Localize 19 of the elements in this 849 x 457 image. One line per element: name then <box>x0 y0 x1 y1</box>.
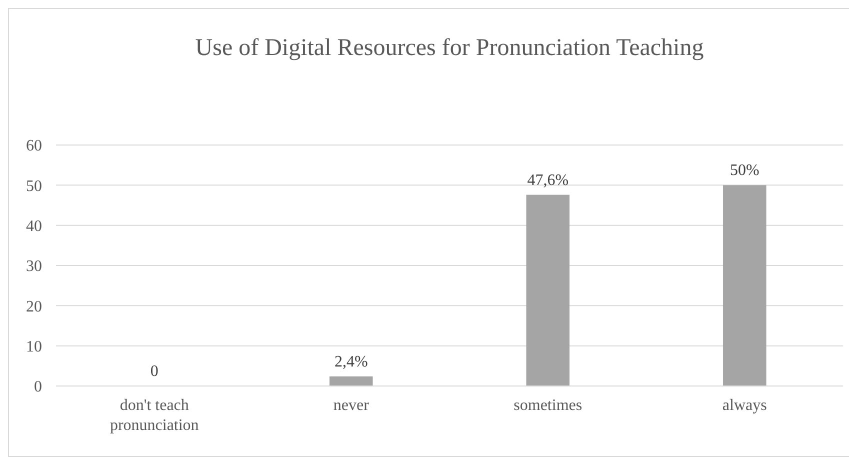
y-tick-label: 30 <box>26 258 42 276</box>
chart-title: Use of Digital Resources for Pronunciation Teaching <box>195 35 704 61</box>
x-tick-label: sometimes <box>514 397 582 414</box>
y-tick-label: 60 <box>26 138 42 155</box>
y-tick-label: 50 <box>26 178 42 195</box>
y-tick-label: 0 <box>34 378 42 396</box>
y-tick-label: 10 <box>26 338 42 356</box>
data-label: 47,6% <box>527 172 569 189</box>
bar <box>526 194 570 386</box>
y-tick-label: 40 <box>26 218 42 235</box>
data-label: 0 <box>150 363 158 380</box>
y-tick-label: 20 <box>26 298 42 316</box>
bar <box>329 376 373 386</box>
bar <box>722 185 766 386</box>
data-label: 2,4% <box>334 353 368 370</box>
x-tick-label: don't teach pronunciation <box>110 397 199 434</box>
x-tick-label: always <box>722 397 767 414</box>
x-tick-label: never <box>333 397 370 414</box>
data-label: 50% <box>730 162 760 180</box>
